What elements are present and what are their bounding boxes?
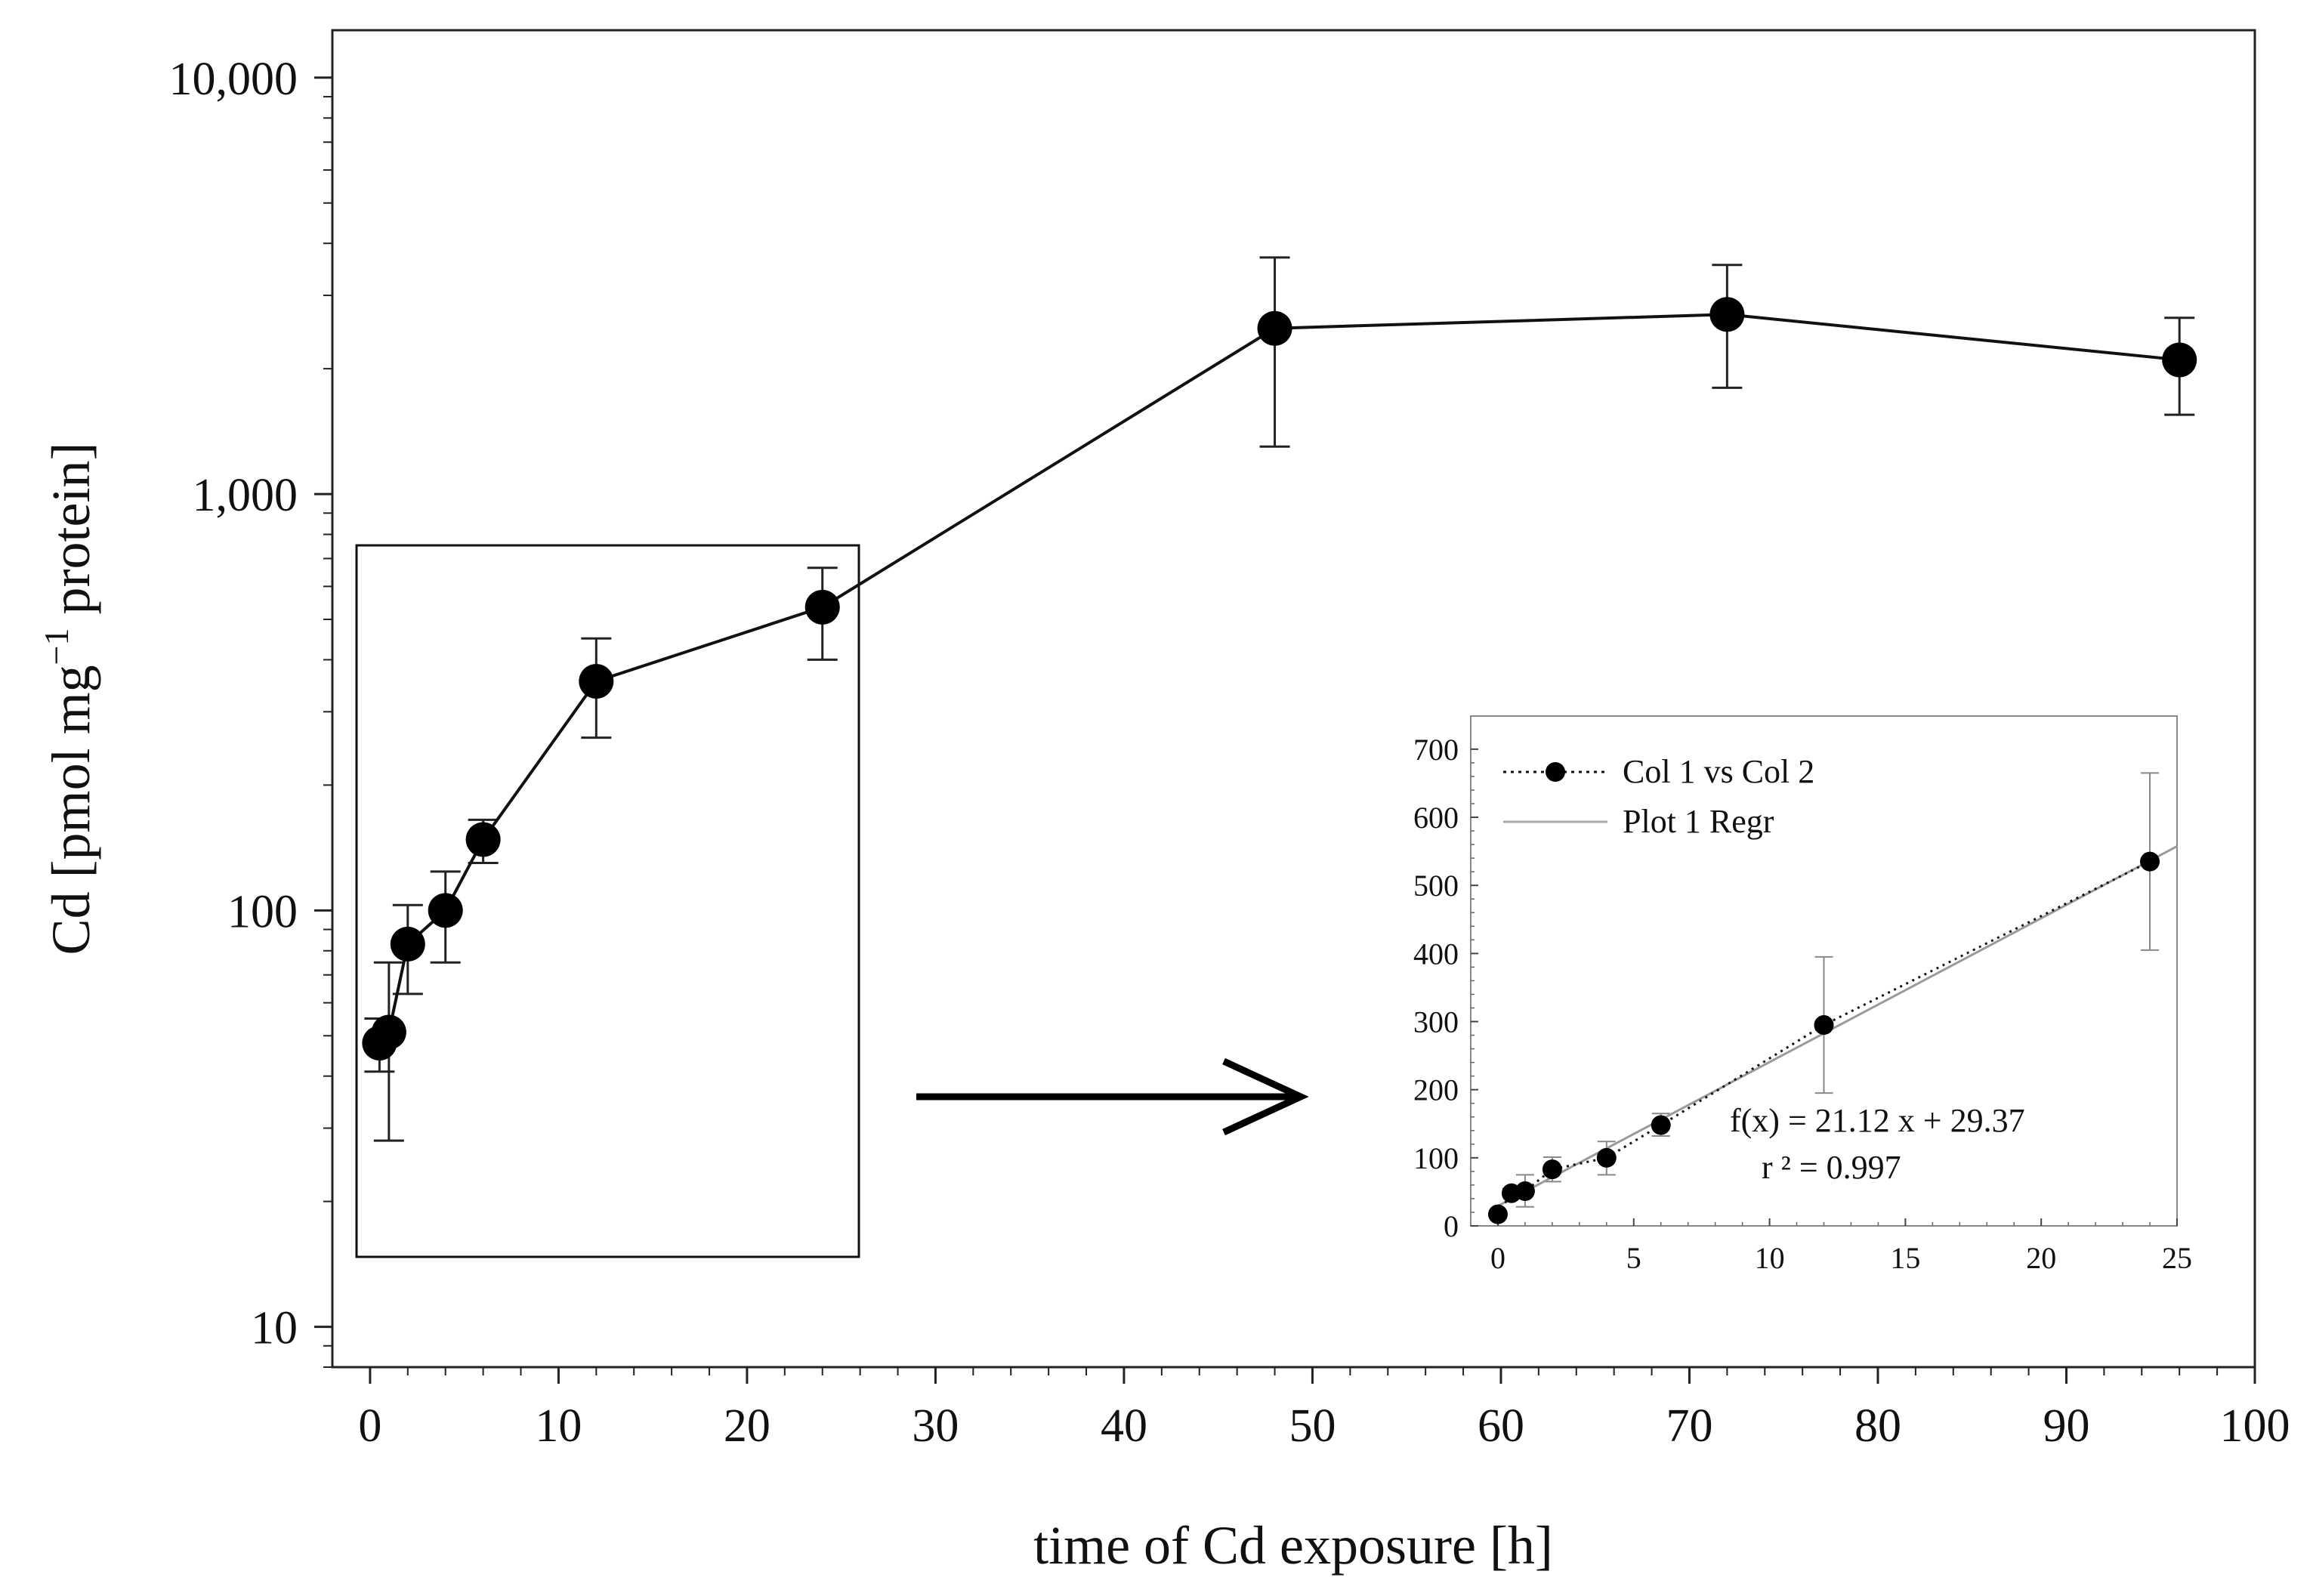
x-tick-label: 60 [1478,1400,1524,1452]
inset-legend: Col 1 vs Col 2 Plot 1 Regr [1503,753,1814,840]
inset-data-point [1651,1115,1671,1135]
zoom-arrow-head [1222,1057,1309,1136]
y-axis-title-exponent: −1 [37,628,76,665]
x-tick-label: 20 [724,1400,770,1452]
y-tick-label: 10 [251,1303,298,1354]
data-point [804,589,840,625]
main-plot-frame [331,29,2256,1369]
regression-line [1497,845,2178,1207]
x-tick-label: 70 [1666,1400,1712,1452]
inset-x-tick-label: 0 [1490,1241,1505,1275]
series-line [378,313,2180,1045]
inset-data-point [1515,1181,1535,1202]
y-axis-title: Cd [pmol mg [41,665,101,955]
main-series-line [378,313,2180,1045]
inset-y-tick-label: 600 [1413,801,1459,835]
x-tick-label: 40 [1101,1400,1147,1452]
inset-y-tick-label: 200 [1413,1073,1459,1107]
x-tick-label: 90 [2043,1400,2089,1452]
inset-y-tick-label: 400 [1413,937,1459,971]
legend-marker-col [1546,762,1565,782]
zoom-box [355,544,860,1258]
inset-x-tick-label: 25 [2162,1241,2192,1275]
data-point [465,822,501,857]
y-tick-label: 10,000 [169,54,298,105]
x-axis-title: time of Cd exposure [h] [1033,1515,1553,1576]
inset-data-points [1487,851,2160,1224]
inset-data-point [1814,1015,1834,1036]
x-tick-label: 30 [912,1400,959,1452]
data-point [428,893,463,928]
y-axis-title-group: Cd [pmol mg−1 protein] [37,443,101,955]
svg-text:Cd [pmol mg−1 protein]: Cd [pmol mg−1 protein] [37,443,101,955]
x-tick-label: 0 [358,1400,381,1452]
y-tick-label: 100 [227,886,298,937]
main-data-points [362,297,2197,1061]
x-tick-label: 50 [1289,1400,1336,1452]
x-tick-label: 10 [535,1400,582,1452]
inset-x-tick-label: 15 [1890,1241,1920,1275]
inset-y-tick-label: 300 [1413,1005,1459,1039]
inset-y-tick-label: 100 [1413,1141,1459,1175]
main-minor-ticks [323,96,2219,1375]
inset-data-point [1487,1204,1508,1224]
regression-r2: r ² = 0.997 [1762,1149,1901,1186]
inset-y-tick-label: 500 [1413,869,1459,903]
inset-x-tick-label: 10 [1755,1241,1785,1275]
inset-y-tick-label: 700 [1413,733,1459,767]
inset-y-tick-label: 0 [1444,1209,1459,1243]
x-tick-label: 80 [1854,1400,1901,1452]
x-tick-label: 100 [2220,1400,2290,1452]
inset-regression-line [1497,845,2178,1207]
legend-label-regr: Plot 1 Regr [1623,803,1774,840]
data-point [2162,342,2197,378]
data-point [371,1014,406,1050]
inset-data-point [2140,851,2160,872]
regression-equation: f(x) = 21.12 x + 29.37 [1730,1102,2025,1139]
y-tick-label: 1,000 [193,470,298,521]
inset-data-point [1542,1159,1562,1180]
data-point [1709,297,1745,332]
data-point [579,664,614,699]
inset-data-point [1596,1147,1617,1168]
inset-x-tick-label: 20 [2026,1241,2056,1275]
legend-label-col: Col 1 vs Col 2 [1623,753,1814,790]
inset-axes: 0 5 10 15 20 25 0 100 200 300 400 500 600 700 [1413,733,2192,1275]
inset-x-tick-label: 5 [1626,1241,1641,1275]
data-point [390,926,425,962]
y-axis-title-tail: protein] [41,443,101,628]
data-point [1257,310,1292,346]
